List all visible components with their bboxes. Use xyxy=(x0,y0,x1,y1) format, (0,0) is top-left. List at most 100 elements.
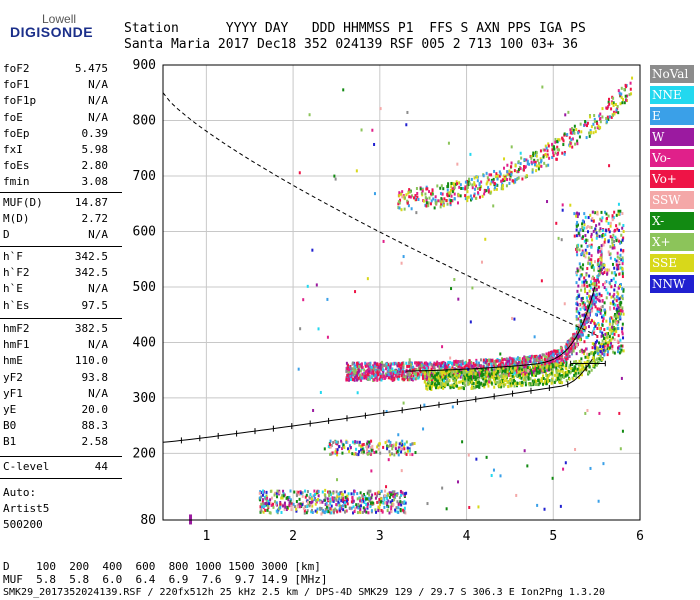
echo-point xyxy=(588,309,591,313)
echo-point xyxy=(620,344,623,348)
echo-point xyxy=(552,146,555,150)
echo-point xyxy=(357,361,360,365)
echo-point xyxy=(536,158,539,162)
echo-point xyxy=(616,304,619,308)
echo-point xyxy=(580,330,583,334)
echo-point xyxy=(427,366,430,370)
echo-point xyxy=(451,366,454,370)
echo-points xyxy=(189,76,634,525)
echo-point xyxy=(427,201,430,205)
echo-point xyxy=(602,233,605,237)
echo-point xyxy=(328,443,331,447)
echo-point xyxy=(563,152,566,156)
echo-point xyxy=(440,385,443,389)
echo-point xyxy=(581,220,584,224)
echo-point xyxy=(473,368,476,372)
echo-point xyxy=(584,241,587,245)
echo-point xyxy=(385,372,388,376)
echo-point xyxy=(366,445,369,449)
echo-point xyxy=(618,222,621,226)
echo-point xyxy=(422,199,425,203)
echo-point xyxy=(563,375,566,379)
echo-point xyxy=(607,332,610,336)
echo-point xyxy=(507,384,510,388)
echo-point xyxy=(453,367,456,371)
echo-point xyxy=(365,510,368,514)
echo-point xyxy=(596,352,599,356)
echo-point xyxy=(567,351,570,355)
echo-point xyxy=(425,185,428,189)
echo-point xyxy=(581,236,584,240)
echo-point xyxy=(621,327,624,331)
echo-point xyxy=(617,267,620,271)
echo-point xyxy=(499,359,502,363)
echo-point xyxy=(288,504,291,508)
echo-point xyxy=(296,503,299,507)
echo-point xyxy=(320,512,323,516)
echo-point xyxy=(538,367,541,371)
echo-point xyxy=(476,384,479,388)
echo-point xyxy=(617,202,620,206)
echo-point xyxy=(519,367,522,371)
echo-point xyxy=(592,266,595,270)
echo-point xyxy=(524,368,527,372)
echo-point xyxy=(342,445,345,449)
echo-point xyxy=(619,300,622,304)
echo-point xyxy=(578,359,581,363)
echo-point xyxy=(619,338,622,342)
echo-point xyxy=(406,373,409,377)
echo-point xyxy=(258,491,261,495)
echo-point xyxy=(621,238,624,242)
echo-point xyxy=(615,319,618,323)
echo-point xyxy=(343,500,346,504)
echo-point xyxy=(581,222,584,226)
echo-point xyxy=(591,306,594,310)
echo-point xyxy=(555,366,558,370)
echo-point xyxy=(530,382,533,386)
echo-point xyxy=(575,224,578,228)
echo-point xyxy=(353,363,356,367)
echo-point xyxy=(324,498,327,502)
echo-point xyxy=(522,372,525,376)
echo-point xyxy=(415,198,418,202)
echo-point xyxy=(620,348,623,352)
echo-point xyxy=(288,501,291,505)
echo-point xyxy=(508,177,511,181)
echo-point xyxy=(571,369,574,373)
echo-point xyxy=(519,370,522,374)
echo-point xyxy=(604,339,607,343)
echo-point xyxy=(400,503,403,507)
echo-point xyxy=(443,367,446,371)
echo-point xyxy=(264,497,267,501)
echo-point xyxy=(397,433,400,437)
echo-point xyxy=(614,235,617,239)
echo-point xyxy=(367,377,370,381)
echo-point xyxy=(329,493,332,497)
echo-point xyxy=(622,236,625,240)
echo-point xyxy=(608,322,611,326)
echo-point xyxy=(621,226,624,230)
echo-point xyxy=(449,356,452,360)
echo-point xyxy=(468,376,471,380)
echo-point xyxy=(613,271,616,275)
echo-point xyxy=(578,334,581,338)
echo-point xyxy=(388,511,391,515)
echo-point xyxy=(575,214,578,218)
echo-point xyxy=(390,375,393,379)
echo-point xyxy=(587,308,590,312)
param-name: foE xyxy=(3,110,23,124)
echo-point xyxy=(386,373,389,377)
echo-point xyxy=(401,190,404,194)
echo-point xyxy=(592,296,595,300)
echo-point xyxy=(577,327,580,331)
echo-point xyxy=(603,345,606,349)
echo-point xyxy=(322,508,325,512)
echo-point xyxy=(543,370,546,374)
echo-point xyxy=(590,232,593,236)
echo-point xyxy=(462,387,465,391)
echo-point xyxy=(340,439,343,443)
echo-point xyxy=(361,510,364,514)
echo-point xyxy=(562,143,565,147)
echo-point xyxy=(403,508,406,512)
param-name: yF2 xyxy=(3,370,23,384)
